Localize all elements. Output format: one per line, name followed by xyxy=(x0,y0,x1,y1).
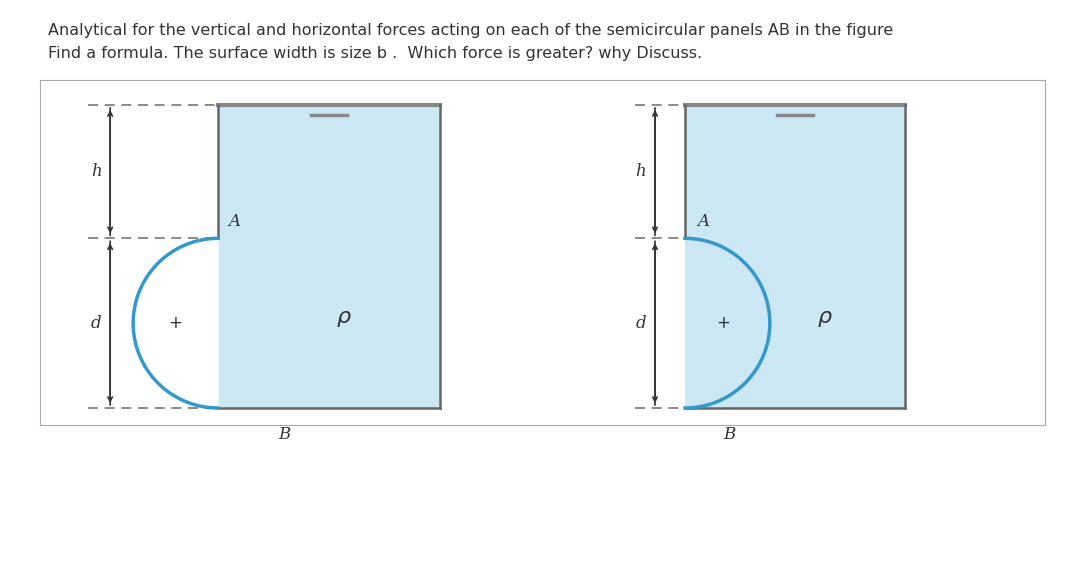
Text: h: h xyxy=(636,163,646,180)
Text: A: A xyxy=(228,213,240,230)
Text: B: B xyxy=(279,426,291,443)
Polygon shape xyxy=(133,238,218,408)
Text: h: h xyxy=(91,163,102,180)
Text: +: + xyxy=(716,314,730,332)
Text: d: d xyxy=(636,315,646,332)
Text: $\rho$: $\rho$ xyxy=(336,307,352,329)
Text: Find a formula. The surface width is size b .  Which force is greater? why Discu: Find a formula. The surface width is siz… xyxy=(48,46,702,61)
Text: Analytical for the vertical and horizontal forces acting on each of the semicirc: Analytical for the vertical and horizont… xyxy=(48,23,893,38)
Text: $\rho$: $\rho$ xyxy=(818,307,833,329)
Bar xyxy=(218,105,440,408)
Text: A: A xyxy=(697,213,708,230)
Text: B: B xyxy=(723,426,735,443)
Bar xyxy=(685,105,905,408)
Text: d: d xyxy=(91,315,102,332)
Text: +: + xyxy=(168,314,183,332)
